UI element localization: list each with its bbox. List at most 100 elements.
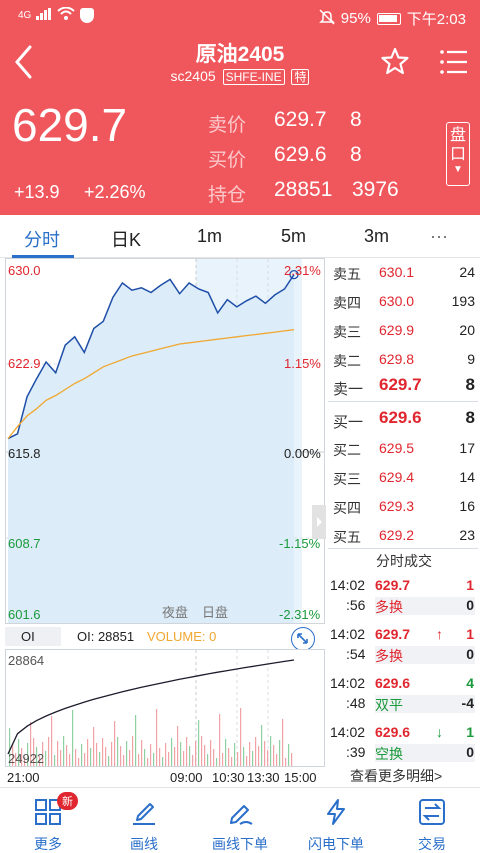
intraday-chart[interactable] — [5, 258, 325, 624]
trade-type-bg — [375, 744, 475, 762]
bid-level-volume: 14 — [459, 469, 475, 485]
trade-row: 14:02 629.7 1 :56 多换 0 — [330, 575, 476, 621]
tab-5m[interactable]: 5m — [281, 226, 307, 246]
ask-level-price: 630.0 — [379, 293, 415, 309]
oi-volume-chart[interactable] — [5, 649, 325, 767]
volume-bars — [9, 708, 293, 766]
bid-level-label: 买五 — [333, 529, 361, 545]
draw-line-order-label: 画线下单 — [212, 836, 268, 852]
flash-order-button[interactable]: 闪电下单 — [288, 788, 384, 853]
menu-icon[interactable] — [440, 50, 468, 79]
bottom-toolbar: 新 更多 画线 画线下单 闪电下单 交易 — [0, 787, 480, 853]
last-price: 629.7 — [12, 99, 128, 151]
trade-type-bg — [375, 695, 475, 713]
volume-bar — [114, 721, 116, 766]
ask-level-3: 卖三 629.9 20 — [333, 316, 475, 346]
volume-bar — [126, 741, 128, 766]
shield-icon — [80, 7, 95, 23]
ask-level-label: 卖五 — [333, 266, 361, 282]
trade-price: 629.6 — [375, 724, 411, 740]
time-label-start: 21:00 — [7, 770, 40, 785]
network-label: 4G — [18, 9, 32, 21]
volume-bar — [78, 758, 80, 766]
panel-toggle-handle[interactable] — [312, 505, 326, 539]
bid-level-2: 买二 629.5 17 — [333, 434, 475, 464]
bid-level-price: 629.5 — [379, 440, 415, 456]
volume-bar — [18, 739, 20, 766]
more-button-label: 更多 — [34, 836, 62, 852]
expand-icon[interactable] — [291, 627, 315, 651]
volume-bar — [240, 708, 242, 766]
volume-bar — [30, 722, 32, 766]
tab-3m[interactable]: 3m — [364, 226, 390, 246]
bid-level-label: 买一 — [333, 414, 364, 431]
bid-level-volume: 23 — [459, 527, 475, 543]
trade-oi-change: 0 — [466, 597, 474, 613]
trade-oi-change: 0 — [466, 646, 474, 662]
tab-more[interactable]: ··· — [430, 226, 448, 246]
volume-bar — [150, 744, 152, 766]
pankou-button[interactable]: 盘口 ▼ — [446, 122, 470, 186]
bid-level-price: 629.3 — [379, 498, 415, 514]
volume-bar — [147, 758, 149, 766]
trade-type-bg — [375, 597, 475, 615]
tab-daily-k[interactable]: 日K — [111, 230, 142, 250]
volume-bar — [87, 739, 89, 766]
back-icon[interactable] — [12, 44, 36, 80]
trade-type: 多换 — [375, 648, 403, 664]
time-label-0900: 09:00 — [170, 770, 203, 785]
volume-bar — [258, 746, 260, 766]
volume-value-text: VOLUME: 0 — [147, 629, 217, 644]
trade-oi-change: 0 — [466, 744, 474, 760]
bid-level-price: 629.4 — [379, 469, 415, 485]
volume-bar — [42, 742, 44, 766]
trade-type: 多换 — [375, 599, 403, 615]
oi-selector[interactable]: OI — [5, 627, 61, 646]
draw-line-button[interactable]: 画线 — [96, 788, 192, 853]
pencil-icon — [230, 805, 253, 825]
volume-bar — [129, 750, 131, 766]
volume-bar — [153, 753, 155, 766]
time-label-1030: 10:30 — [212, 770, 245, 785]
volume-bar — [201, 736, 203, 766]
bid-level-label: 买二 — [333, 442, 361, 458]
tab-intraday[interactable]: 分时 — [24, 230, 60, 250]
last-price-dot — [289, 269, 299, 280]
volume-bar — [15, 753, 17, 766]
oi-line — [7, 659, 295, 755]
more-button[interactable]: 新 更多 — [0, 788, 96, 853]
trade-time: 14:02 — [330, 626, 366, 642]
time-label-1330: 13:30 — [247, 770, 280, 785]
trade-type: 双平 — [375, 697, 403, 713]
volume-bar — [219, 714, 221, 766]
volume-bar — [198, 720, 200, 766]
oi-svg — [7, 650, 295, 766]
ask-level-label: 卖三 — [333, 324, 361, 340]
draw-line-order-button[interactable]: 画线下单 — [192, 788, 288, 853]
star-icon[interactable] — [380, 47, 410, 80]
bid-level-volume: 16 — [459, 498, 475, 514]
price-label-lower: 608.7 — [8, 536, 41, 551]
contract-code: sc2405 — [170, 68, 216, 84]
volume-bar — [12, 744, 14, 766]
ask-level-volume: 8 — [465, 375, 475, 394]
volume-bar — [174, 747, 176, 766]
ask-level-price: 630.1 — [379, 264, 415, 280]
volume-bar — [228, 748, 230, 766]
volume-bar — [177, 726, 179, 766]
average-line — [7, 329, 295, 440]
pct-label-lower: -1.15% — [279, 536, 321, 551]
trade-button[interactable]: 交易 — [384, 788, 480, 853]
more-trades-link[interactable]: 查看更多明细> — [350, 768, 443, 784]
trade-price: 629.7 — [375, 577, 411, 593]
tab-1m[interactable]: 1m — [197, 226, 223, 246]
volume-bar — [216, 758, 218, 766]
ask-level-label: 卖四 — [333, 295, 361, 311]
volume-bar — [231, 757, 233, 766]
contract-subtitle: sc2405 SHFE-INE 特 — [0, 68, 480, 85]
ask-price: 629.7 — [274, 108, 327, 131]
pct-label-mid: 0.00% — [284, 446, 321, 461]
volume-bar — [195, 741, 197, 766]
volume-bar — [27, 743, 29, 766]
pct-label-bottom: -2.31% — [279, 607, 321, 622]
